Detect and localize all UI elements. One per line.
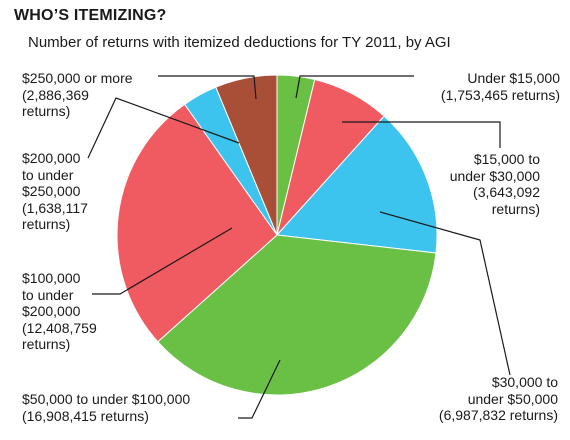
leader-line-5: [87, 97, 240, 159]
leader-line-0: [295, 75, 414, 99]
chart-subtitle: Number of returns with itemized deductio…: [28, 34, 451, 51]
pie-slice-2: [275, 115, 438, 254]
slice-label-50000-to-100000: $50,000 to under $100,000 (16,908,415 ret…: [22, 391, 191, 424]
pie-slice-6: [215, 74, 278, 236]
slice-label-100000-to-200000: $100,000 to under $200,000 (12,408,759 retur…: [22, 270, 97, 352]
slice-label-30000-to-50000: $30,000 to under $50,000 (6,987,832 return…: [438, 374, 558, 423]
leader-line-6: [158, 75, 257, 100]
leader-line-1: [342, 121, 501, 148]
pie-slice-3: [157, 234, 437, 396]
leader-line-3: [238, 359, 281, 419]
slice-label-15000-to-30000: $15,000 to under $30,000 (3,643,092 returns…: [449, 151, 540, 217]
slice-label-under-15000: Under $15,000 (1,753,465 returns): [440, 70, 560, 103]
chart-title: WHO’S ITEMIZING?: [14, 7, 167, 24]
leader-line-4: [92, 227, 233, 295]
pie-slice-4: [116, 103, 278, 343]
slice-label-200000-to-250000: $200,000 to under $250,000 (1,638,117 return…: [22, 150, 88, 232]
slice-label-250000-or-more: $250,000 or more (2,886,369 returns): [22, 70, 133, 119]
leader-line-2: [379, 211, 511, 376]
